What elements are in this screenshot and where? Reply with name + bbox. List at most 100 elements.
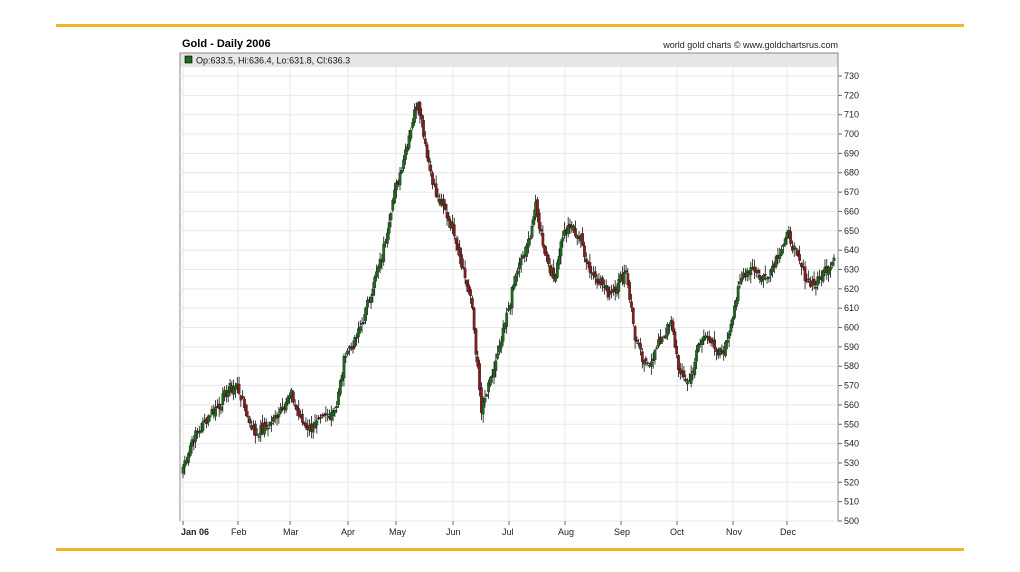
candle [630, 294, 633, 312]
candle [530, 219, 534, 240]
candle [557, 248, 561, 270]
y-tick-label: 680 [844, 168, 859, 178]
candle-body [266, 427, 270, 430]
candle-body [465, 280, 469, 287]
candle [610, 284, 613, 299]
candle [434, 175, 438, 199]
candle-body [183, 460, 187, 467]
candle [183, 455, 187, 476]
y-tick-label: 550 [844, 419, 859, 429]
y-tick-label: 610 [844, 303, 859, 313]
candle [666, 322, 669, 341]
candle [423, 131, 427, 147]
candle [505, 307, 509, 334]
candle [315, 414, 319, 434]
candle [279, 403, 283, 415]
candle-body [765, 277, 769, 280]
candle [745, 267, 749, 282]
candle-body [411, 122, 415, 128]
candle [422, 115, 425, 140]
candle [405, 143, 409, 156]
candle-body [642, 360, 646, 365]
x-tick-label: Jun [446, 527, 461, 537]
candle [476, 350, 480, 369]
candle-body [478, 363, 481, 391]
candle-body [217, 403, 221, 409]
candle [682, 366, 686, 381]
candle-body [818, 276, 821, 278]
candle [528, 235, 532, 246]
candle [588, 253, 592, 279]
candle-body [671, 321, 675, 332]
candle-body [248, 418, 252, 424]
candle-body [740, 278, 744, 282]
candle [344, 352, 348, 364]
candle [373, 275, 377, 296]
candle [481, 396, 485, 423]
candle [626, 268, 630, 289]
candle [729, 319, 733, 336]
candle [436, 188, 440, 202]
candle-body [700, 340, 704, 345]
candle-body [532, 216, 536, 225]
chart-title: Gold - Daily 2006 [182, 38, 271, 50]
candle [295, 404, 299, 417]
candle-body [807, 278, 811, 280]
candle-body [197, 431, 201, 434]
candle-body [277, 414, 281, 418]
candle-body [369, 296, 373, 304]
candle [527, 231, 530, 254]
candle-body [485, 394, 489, 397]
candle [467, 278, 471, 295]
candle-body [519, 258, 523, 266]
candle-body [608, 292, 612, 295]
candle-body [423, 138, 427, 144]
candle-body [418, 101, 422, 116]
candle [317, 415, 320, 421]
candle [646, 361, 650, 366]
candle [659, 329, 662, 345]
candle-body [590, 272, 594, 274]
candle [378, 252, 382, 274]
candle-body [237, 384, 241, 394]
candle [709, 336, 713, 347]
candle-body [489, 377, 492, 385]
candle [358, 320, 362, 335]
candle-body [724, 342, 727, 356]
candle [736, 281, 740, 305]
candle-body [507, 308, 510, 311]
candle [807, 270, 811, 284]
x-tick-label: Aug [558, 527, 574, 537]
candle-body [514, 275, 518, 286]
candle [319, 414, 322, 424]
candle-body [264, 421, 268, 428]
candle [555, 259, 559, 279]
candle [264, 418, 268, 431]
candle [297, 400, 301, 421]
candle [753, 259, 756, 280]
candle-body [644, 358, 648, 361]
candle-body [232, 387, 235, 395]
candle-body [206, 415, 210, 423]
candle-body [816, 276, 820, 286]
candle [695, 345, 698, 369]
candle-body [720, 350, 724, 352]
candle-body [702, 336, 706, 342]
candle-body [630, 301, 633, 308]
candle-body [257, 436, 261, 438]
y-tick-label: 690 [844, 148, 859, 158]
candle [395, 179, 398, 199]
candle-body [505, 312, 509, 327]
y-tick-label: 650 [844, 226, 859, 236]
legend-text: Op:633.5, Hi:636.4, Lo:631.8, Cl:636.3 [196, 56, 350, 66]
candle-body [400, 170, 404, 174]
candle-body [814, 287, 818, 289]
candle [270, 415, 273, 432]
y-tick-label: 670 [844, 187, 859, 197]
candle-body [364, 307, 367, 321]
candle [272, 414, 275, 426]
candle [655, 345, 659, 350]
candle-body [518, 262, 521, 270]
candle-body [617, 279, 621, 292]
candle [539, 221, 543, 236]
